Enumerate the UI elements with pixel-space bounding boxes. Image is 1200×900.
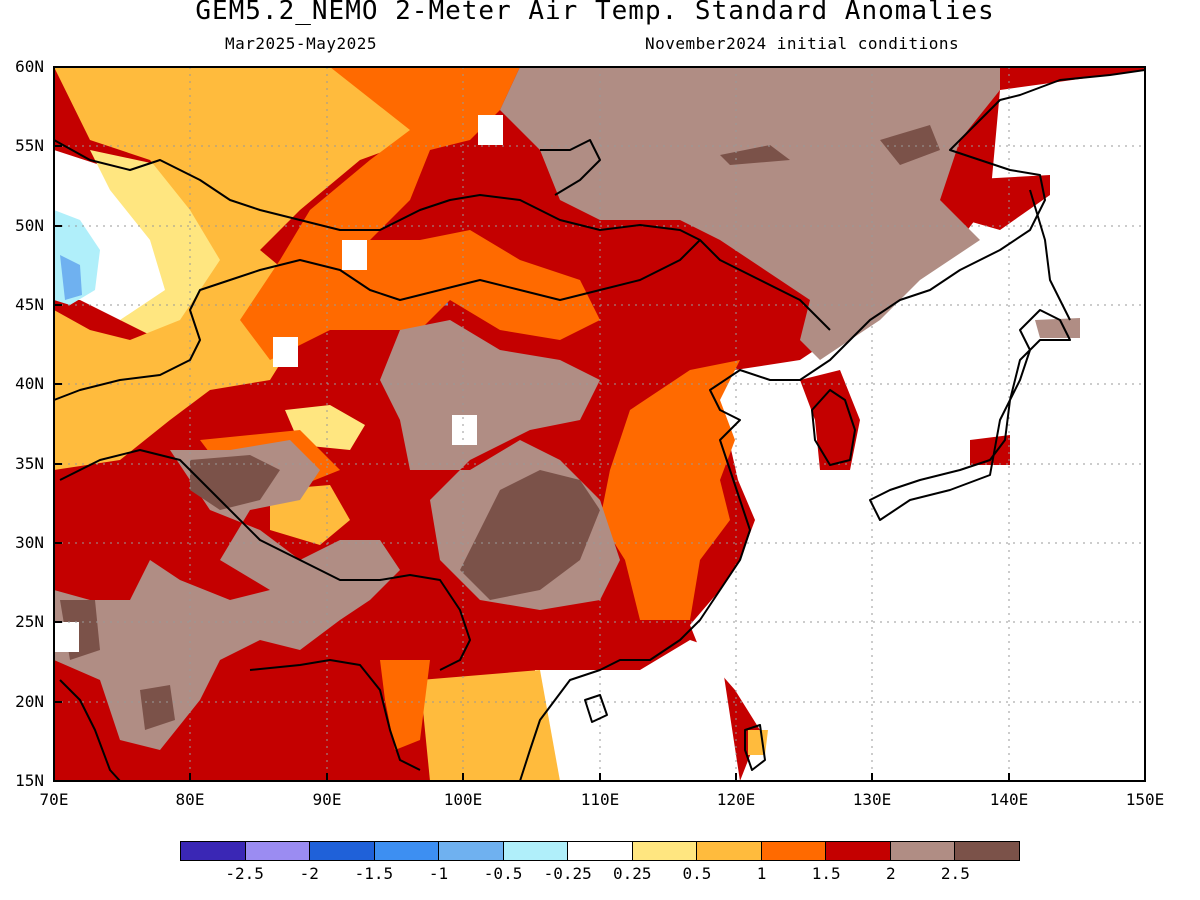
color-swatch bbox=[503, 842, 569, 860]
anomaly-shading-25c bbox=[880, 125, 940, 165]
color-legend-tick-label: -2 bbox=[299, 864, 319, 883]
color-legend-tick-label: 1.5 bbox=[811, 864, 841, 883]
anomaly-shading-025 bbox=[90, 150, 230, 340]
color-legend-tick-label: 0.25 bbox=[613, 864, 652, 883]
color-swatch bbox=[955, 842, 1019, 860]
no-data-cell bbox=[452, 415, 477, 445]
lon-label-110e: 110E bbox=[580, 790, 620, 809]
lon-label-100e: 100E bbox=[443, 790, 483, 809]
anomaly-shading-05c bbox=[420, 670, 560, 781]
color-swatch bbox=[826, 842, 891, 860]
lat-label-15n: 15N bbox=[15, 771, 44, 790]
grid-lines bbox=[54, 67, 1145, 781]
lon-label-120e: 120E bbox=[716, 790, 756, 809]
color-legend-tick-label: 2 bbox=[885, 864, 896, 883]
anomaly-shading-korea bbox=[800, 370, 860, 470]
anomaly-shading-25f bbox=[140, 685, 175, 730]
color-legend-tick-label: 0.5 bbox=[682, 864, 712, 883]
color-legend-tick-label: -0.5 bbox=[483, 864, 523, 883]
anomaly-shading-hokkaido bbox=[1035, 318, 1080, 338]
lon-label-140e: 140E bbox=[989, 790, 1029, 809]
lon-label-90e: 90E bbox=[312, 790, 342, 809]
anomaly-shading-25b bbox=[190, 455, 280, 510]
color-swatch bbox=[568, 842, 633, 860]
color-swatch bbox=[181, 842, 246, 860]
color-legend-tick-label: -0.25 bbox=[543, 864, 592, 883]
lat-label-55n: 55N bbox=[15, 136, 44, 155]
anomaly-shading-25d bbox=[720, 145, 790, 165]
lat-label-40n: 40N bbox=[15, 374, 44, 393]
anomaly-map bbox=[53, 66, 1146, 782]
lon-label-150e: 150E bbox=[1125, 790, 1165, 809]
color-legend-tick-label: 1 bbox=[756, 864, 767, 883]
lat-label-30n: 30N bbox=[15, 533, 44, 552]
anomaly-shading-sakhalin bbox=[960, 175, 1050, 230]
anomaly-shading-japan bbox=[970, 435, 1010, 465]
anomaly-shading-taiwan bbox=[748, 730, 768, 755]
no-data-cell bbox=[478, 115, 503, 145]
lat-label-35n: 35N bbox=[15, 454, 44, 473]
no-data-cell bbox=[342, 240, 367, 270]
anomaly-shading-2-25 bbox=[500, 67, 1000, 360]
anomaly-shading-05 bbox=[54, 67, 420, 470]
color-legend-tick-label: -1.5 bbox=[354, 864, 394, 883]
lat-label-25n: 25N bbox=[15, 612, 44, 631]
color-swatch bbox=[761, 842, 827, 860]
lat-label-60n: 60N bbox=[15, 57, 44, 76]
anomaly-shading-neg-05 bbox=[60, 255, 82, 300]
lat-label-20n: 20N bbox=[15, 692, 44, 711]
color-swatch bbox=[374, 842, 440, 860]
ocean-no-anomaly bbox=[690, 70, 1145, 781]
initial-conditions: November2024 initial conditions bbox=[645, 34, 960, 53]
no-data-cell bbox=[273, 337, 298, 367]
anomaly-shading-1d bbox=[380, 660, 430, 750]
color-swatch bbox=[632, 842, 698, 860]
lat-label-45n: 45N bbox=[15, 295, 44, 314]
anomaly-shading-2-25c bbox=[54, 440, 400, 750]
coastlines bbox=[53, 69, 1146, 782]
anomaly-shading-25 bbox=[460, 470, 600, 600]
forecast-period: Mar2025-May2025 bbox=[225, 34, 377, 53]
color-legend-tick-label: -2.5 bbox=[225, 864, 264, 883]
color-swatch bbox=[697, 842, 762, 860]
map-title: GEM5.2_NEMO 2-Meter Air Temp. Standard A… bbox=[195, 0, 995, 26]
color-swatch bbox=[890, 842, 956, 860]
color-legend bbox=[180, 841, 1020, 861]
no-data-cell bbox=[54, 622, 79, 652]
color-legend-tick-label: 2.5 bbox=[940, 864, 970, 883]
lon-label-70e: 70E bbox=[39, 790, 69, 809]
color-swatch bbox=[439, 842, 504, 860]
lon-label-80e: 80E bbox=[175, 790, 205, 809]
color-swatch bbox=[245, 842, 311, 860]
lon-label-130e: 130E bbox=[852, 790, 892, 809]
color-swatch bbox=[310, 842, 375, 860]
axis-ticks bbox=[53, 66, 1146, 782]
lat-label-50n: 50N bbox=[15, 216, 44, 235]
anomaly-shading-1b bbox=[600, 360, 740, 620]
color-legend-tick-label: -1 bbox=[428, 864, 449, 883]
